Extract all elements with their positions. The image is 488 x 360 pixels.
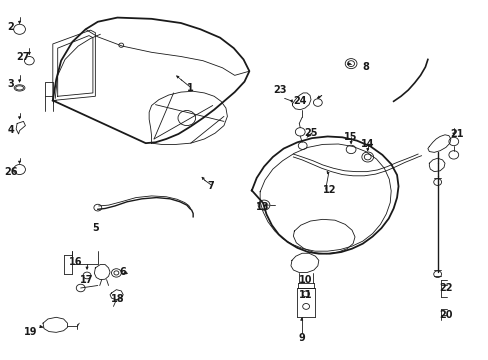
Text: 11: 11 (298, 290, 312, 300)
Text: 8: 8 (362, 62, 368, 72)
Text: 5: 5 (92, 223, 99, 233)
Text: 16: 16 (69, 257, 82, 267)
Text: 20: 20 (438, 310, 452, 320)
Text: 10: 10 (298, 275, 312, 285)
Text: 7: 7 (206, 181, 213, 191)
Text: 4: 4 (7, 125, 14, 135)
Text: 27: 27 (17, 51, 30, 62)
Text: 13: 13 (256, 202, 269, 212)
Text: 14: 14 (360, 139, 374, 149)
Text: 6: 6 (120, 267, 126, 277)
Text: 26: 26 (4, 167, 18, 177)
Text: 23: 23 (272, 85, 286, 95)
Text: 18: 18 (110, 294, 124, 304)
Text: 25: 25 (303, 128, 317, 138)
Text: 3: 3 (7, 79, 14, 89)
Text: 2: 2 (7, 22, 14, 32)
Text: 12: 12 (323, 185, 336, 195)
Text: 15: 15 (344, 132, 357, 142)
Text: 22: 22 (438, 283, 452, 293)
Text: 17: 17 (80, 275, 94, 285)
Text: 19: 19 (23, 327, 37, 337)
Text: 24: 24 (293, 96, 306, 106)
Text: 21: 21 (449, 129, 463, 139)
Text: 9: 9 (298, 333, 305, 343)
Text: 1: 1 (187, 83, 194, 93)
